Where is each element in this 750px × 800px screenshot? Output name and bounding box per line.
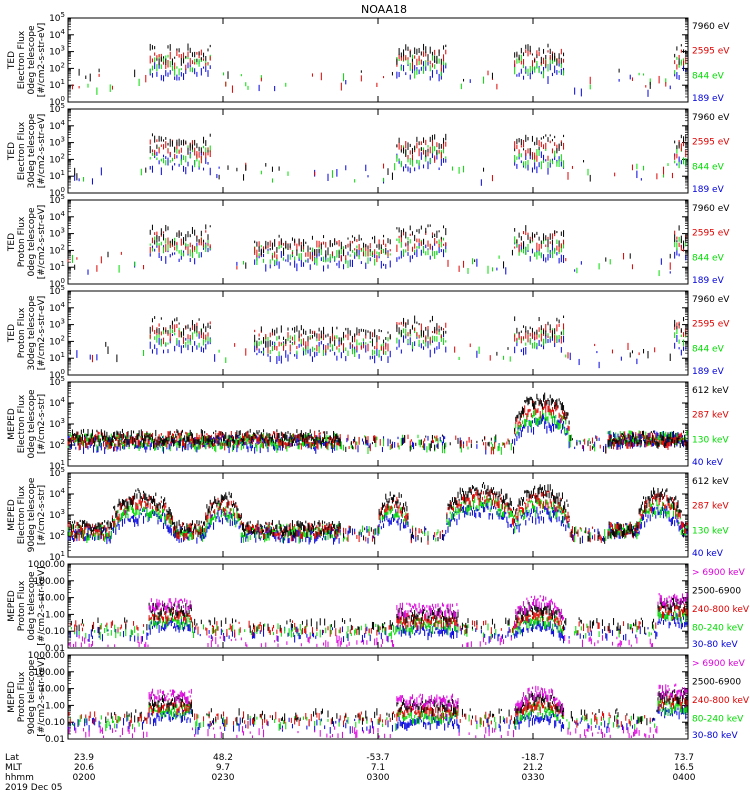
y-tick-label: 102 — [49, 529, 65, 542]
y-axis-label: TED Proton Flux 0deg telescope [#/cm2-s-str… — [7, 205, 47, 280]
legend-entry: 287 keV — [692, 502, 729, 512]
y-axis-label: TED Electron Flux 30deg telescope [#/cm2-s-… — [7, 113, 47, 188]
y-tick-label: 101 — [49, 78, 65, 91]
figure-title: NOAA18 — [361, 3, 407, 16]
legend-entry: 130 keV — [692, 435, 729, 445]
legend-entry: 844 eV — [692, 162, 725, 172]
y-tick-label: 102 — [49, 438, 65, 451]
legend-entry: 7960 eV — [692, 113, 730, 123]
y-tick-label: 101 — [49, 260, 65, 273]
legend-entry: 2595 eV — [692, 320, 730, 330]
series-marks — [69, 315, 687, 369]
y-axis-label: TED Electron Flux 0deg telescope [#/cm2-s-s… — [7, 23, 47, 98]
legend-entry: 2595 eV — [692, 229, 730, 239]
y-tick-label: 103 — [49, 417, 65, 430]
legend-entry: 189 eV — [692, 185, 725, 195]
y-tick-label: 101 — [49, 169, 65, 182]
legend-entry: 612 keV — [692, 477, 729, 487]
legend-entry: 7960 eV — [692, 22, 730, 32]
plot-frame — [67, 381, 689, 467]
y-tick-label: 103 — [49, 508, 65, 521]
legend-entry: 844 eV — [692, 253, 725, 263]
legend-entry: 40 keV — [692, 458, 724, 468]
y-tick-label: 104 — [49, 210, 65, 223]
legend-entry: 2595 eV — [692, 47, 730, 57]
y-tick-label: 104 — [49, 487, 65, 500]
series-marks — [67, 392, 688, 455]
y-tick-label: 104 — [49, 396, 65, 409]
series-marks — [71, 43, 687, 97]
y-tick-label: 104 — [49, 28, 65, 41]
legend-entry: 7960 eV — [692, 204, 730, 214]
y-tick-label: 103 — [49, 136, 65, 149]
y-tick-label: 103 — [49, 318, 65, 331]
y-tick-label: 102 — [49, 61, 65, 74]
y-tick-label: 102 — [49, 243, 65, 256]
y-tick-label: 101 — [49, 351, 65, 364]
y-axis-label: MEPED Electron Flux 90deg telescope [#/cm2-… — [7, 477, 47, 552]
legend-entry: 189 eV — [692, 367, 725, 377]
legend-entry: 844 eV — [692, 344, 725, 354]
plot-frame — [67, 108, 689, 194]
legend-entry: 189 eV — [692, 94, 725, 104]
y-axis-label: TED Proton Flux 30deg telescope [#/cm2-s-st… — [7, 295, 47, 370]
y-tick-label: 102 — [49, 152, 65, 165]
legend-entry: 612 keV — [692, 386, 729, 396]
series-marks — [67, 224, 687, 277]
legend-entry: 2595 eV — [692, 138, 730, 148]
y-tick-label: 104 — [49, 119, 65, 132]
legend-entry: 189 eV — [692, 276, 725, 286]
legend-entry: 40 keV — [692, 549, 724, 559]
y-tick-label: 103 — [49, 227, 65, 240]
y-tick-label: 102 — [49, 334, 65, 347]
y-tick-label: 105 — [49, 11, 65, 24]
series-marks — [74, 133, 687, 186]
y-tick-label: 103 — [49, 45, 65, 58]
y-tick-label: 104 — [49, 301, 65, 314]
legend-entry: 844 eV — [692, 71, 725, 81]
series-marks — [67, 481, 688, 545]
legend-entry: 7960 eV — [692, 295, 730, 305]
y-axis-label: MEPED Electron Flux 0deg telescope [#/cm2-s… — [7, 389, 47, 459]
legend-entry: 130 keV — [692, 526, 729, 536]
legend-entry: 287 keV — [692, 411, 729, 421]
